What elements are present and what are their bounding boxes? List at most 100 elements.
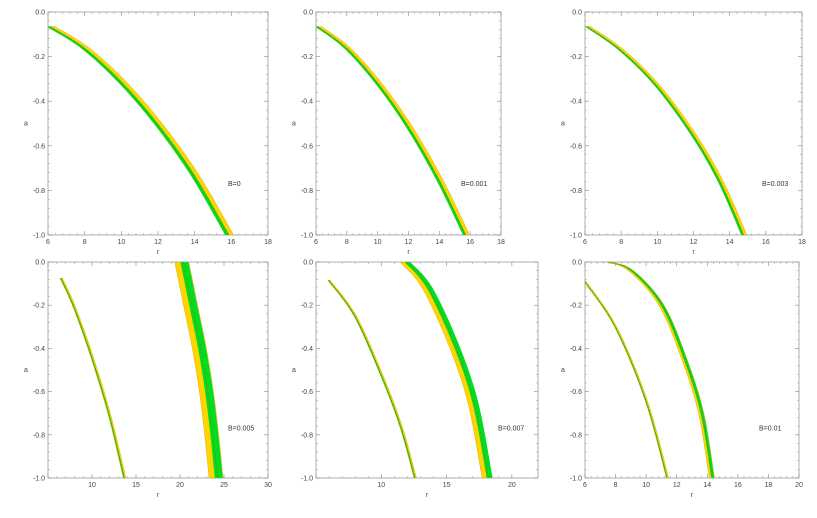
band-guide-line [586,26,744,235]
minor-ticks [316,12,501,235]
b-value-annotation: B=0.005 [228,425,254,432]
x-tick-label: 6 [583,482,587,489]
b-value-annotation: B=0 [228,181,241,188]
band-series-1 [59,278,127,478]
b-value-annotation: B=0.003 [762,181,788,188]
y-axis-label: a [24,121,28,128]
panel-1: 6 8 10 12 14 16 18 0.0 -0.2 -0.4 -0.6 -0.8 -1.0 r a B=0 [24,10,272,257]
x-tick-label: 14 [191,239,199,246]
y-tick-label: -0.2 [33,54,45,61]
bands [327,262,493,478]
x-tick-label: 18 [765,482,773,489]
band-series-2 [605,262,715,478]
band-series-1 [585,281,669,478]
x-tick-label: 12 [154,239,162,246]
band-inner [48,26,230,235]
x-axis-label: r [426,492,429,499]
x-tick-label: 20 [795,482,803,489]
band-outer [327,280,417,478]
panel-4: 10 15 20 25 30 0.0 -0.2 -0.4 -0.6 -0.8 -1.0 r a B=0.0… [24,260,272,500]
band-inner [607,262,715,478]
plot-frame [315,261,539,479]
y-tick-label: 0.0 [303,260,313,267]
y-tick-label: -1.0 [570,476,582,483]
b-value-annotation: B=0.007 [498,425,524,432]
band-inner [180,262,223,478]
band-series-1 [48,26,234,235]
panel-3: 6 8 10 12 14 16 18 0.0 -0.2 -0.4 -0.6 -0.8 -1.0 r a B=0… [561,10,806,257]
x-tick-label: 25 [220,482,228,489]
bands [59,262,224,478]
y-tick-label: -0.4 [301,346,313,353]
x-tick-label: 6 [583,239,587,246]
band-guide-line [317,26,466,235]
x-tick-label: 16 [466,239,474,246]
y-tick-label: -0.6 [301,143,313,150]
x-tick-label: 12 [405,239,413,246]
x-tick-label: 18 [798,239,806,246]
y-tick-label: 0.0 [35,260,45,267]
band-inner [316,26,467,235]
panel-6: 6 8 10 12 14 16 18 20 0.0 -0.2 -0.4 -0.6 -0.8 -1.0 r a B… [561,260,803,500]
y-tick-label: -1.0 [301,233,313,240]
x-tick-label: 10 [374,239,382,246]
x-tick-label: 16 [762,239,770,246]
band-inner [585,281,668,478]
y-tick-label: -0.2 [33,303,45,310]
y-axis-label: a [24,367,28,374]
band-guide-line [585,281,668,478]
x-axis-label: r [157,492,160,499]
minor-ticks [585,12,802,235]
x-tick-label: 10 [377,482,385,489]
y-tick-label: -0.8 [301,432,313,439]
band-inner [60,278,125,478]
x-tick-label: 16 [734,482,742,489]
x-tick-label: 10 [642,482,650,489]
band-series-1 [585,26,748,235]
y-tick-label: -0.2 [570,303,582,310]
band-inner [585,26,745,235]
x-tick-label: 20 [176,482,184,489]
y-tick-label: -0.8 [33,188,45,195]
minor-ticks [48,12,268,235]
x-tick-label: 10 [117,239,125,246]
x-tick-label: 18 [264,239,272,246]
y-tick-label: -1.0 [33,476,45,483]
x-tick-label: 15 [132,482,140,489]
y-tick-label: -1.0 [301,476,313,483]
y-tick-label: -0.8 [301,188,313,195]
y-tick-label: -0.4 [301,99,313,106]
y-tick-label: -0.4 [570,346,582,353]
x-tick-label: 8 [619,239,623,246]
y-tick-label: 0.0 [303,10,313,17]
y-tick-label: -0.4 [33,99,45,106]
b-value-annotation: B=0.001 [461,181,487,188]
y-tick-label: -0.4 [33,346,45,353]
band-outer [316,26,470,235]
x-tick-label: 20 [508,482,516,489]
panel-5: 10 15 20 0.0 -0.2 -0.4 -0.6 -0.8 -1.0 r a B=0.007 [292,260,539,499]
x-tick-label: 6 [314,239,318,246]
x-axis-label: r [157,249,160,256]
y-axis-label: a [561,367,565,374]
band-guide-line [608,262,713,478]
y-tick-label: -0.8 [33,432,45,439]
x-axis-label: r [692,249,695,256]
y-tick-label: 0.0 [572,10,582,17]
x-tick-label: 15 [443,482,451,489]
x-tick-label: 10 [653,239,661,246]
band-guide-line [328,280,416,478]
panel-2: 6 8 10 12 14 16 18 0.0 -0.2 -0.4 -0.6 -0.8 -1.0 r a B=0… [292,10,505,257]
x-tick-label: 8 [83,239,87,246]
y-axis-label: a [292,121,296,128]
band-outer [585,26,748,235]
x-tick-label: 14 [726,239,734,246]
x-tick-label: 10 [88,482,96,489]
minor-ticks [585,262,799,478]
bands [585,262,715,478]
x-axis-label: r [407,249,410,256]
x-tick-label: 14 [435,239,443,246]
band-series-2 [174,262,224,478]
band-outer [605,262,715,478]
